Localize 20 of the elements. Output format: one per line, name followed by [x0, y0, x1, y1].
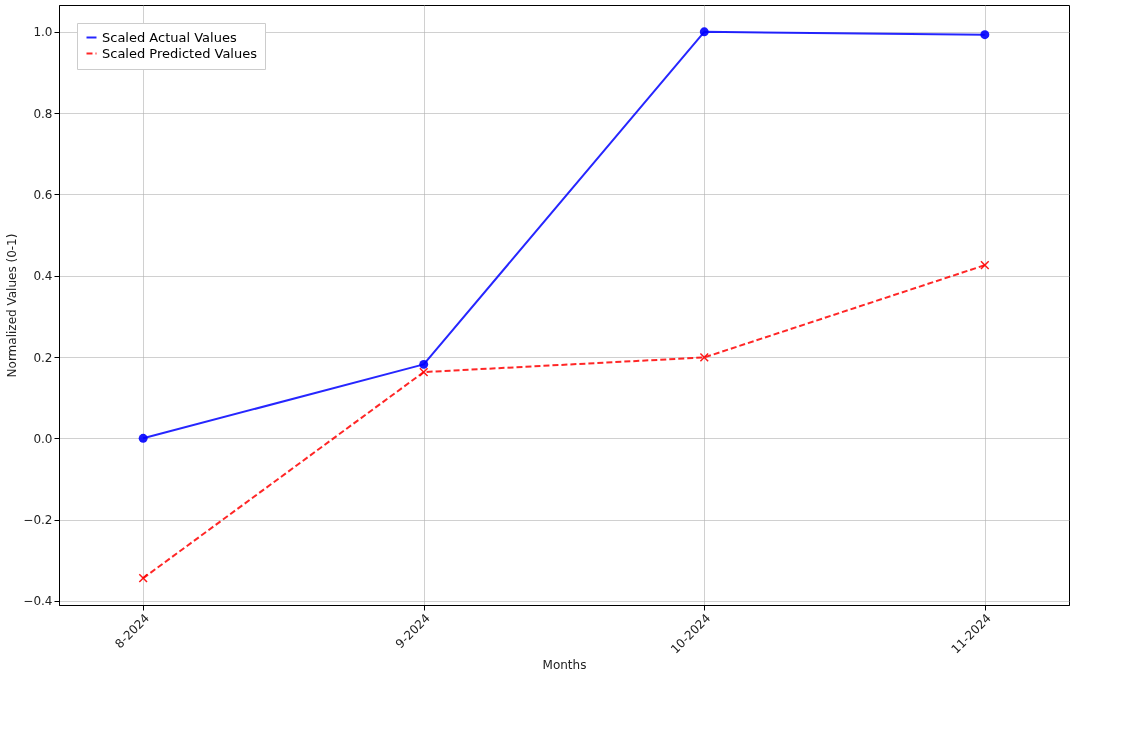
y-axis-title: Normalized Values (0-1)	[5, 233, 20, 378]
point	[980, 260, 990, 270]
x-axis-title: Months	[542, 657, 587, 672]
y-tick-label: 0.8	[33, 106, 53, 121]
legend-label: Scaled Actual Values	[102, 29, 237, 45]
y-tick-label: 0.0	[33, 431, 53, 446]
point	[980, 30, 990, 40]
point	[699, 352, 709, 363]
y-tick-label: 0.4	[33, 269, 53, 284]
point	[138, 573, 148, 583]
y-tick-label: 0.6	[33, 187, 53, 202]
point	[138, 433, 148, 443]
y-tick-label: 0.2	[33, 350, 53, 365]
y-tick-label: −0.2	[23, 513, 53, 528]
y-tick-label: −0.4	[23, 594, 53, 609]
legend-label: Scaled Predicted Values	[102, 45, 258, 61]
y-tick-label: 1.0	[33, 25, 53, 40]
point	[699, 27, 709, 37]
point	[419, 359, 429, 369]
point	[419, 367, 429, 377]
